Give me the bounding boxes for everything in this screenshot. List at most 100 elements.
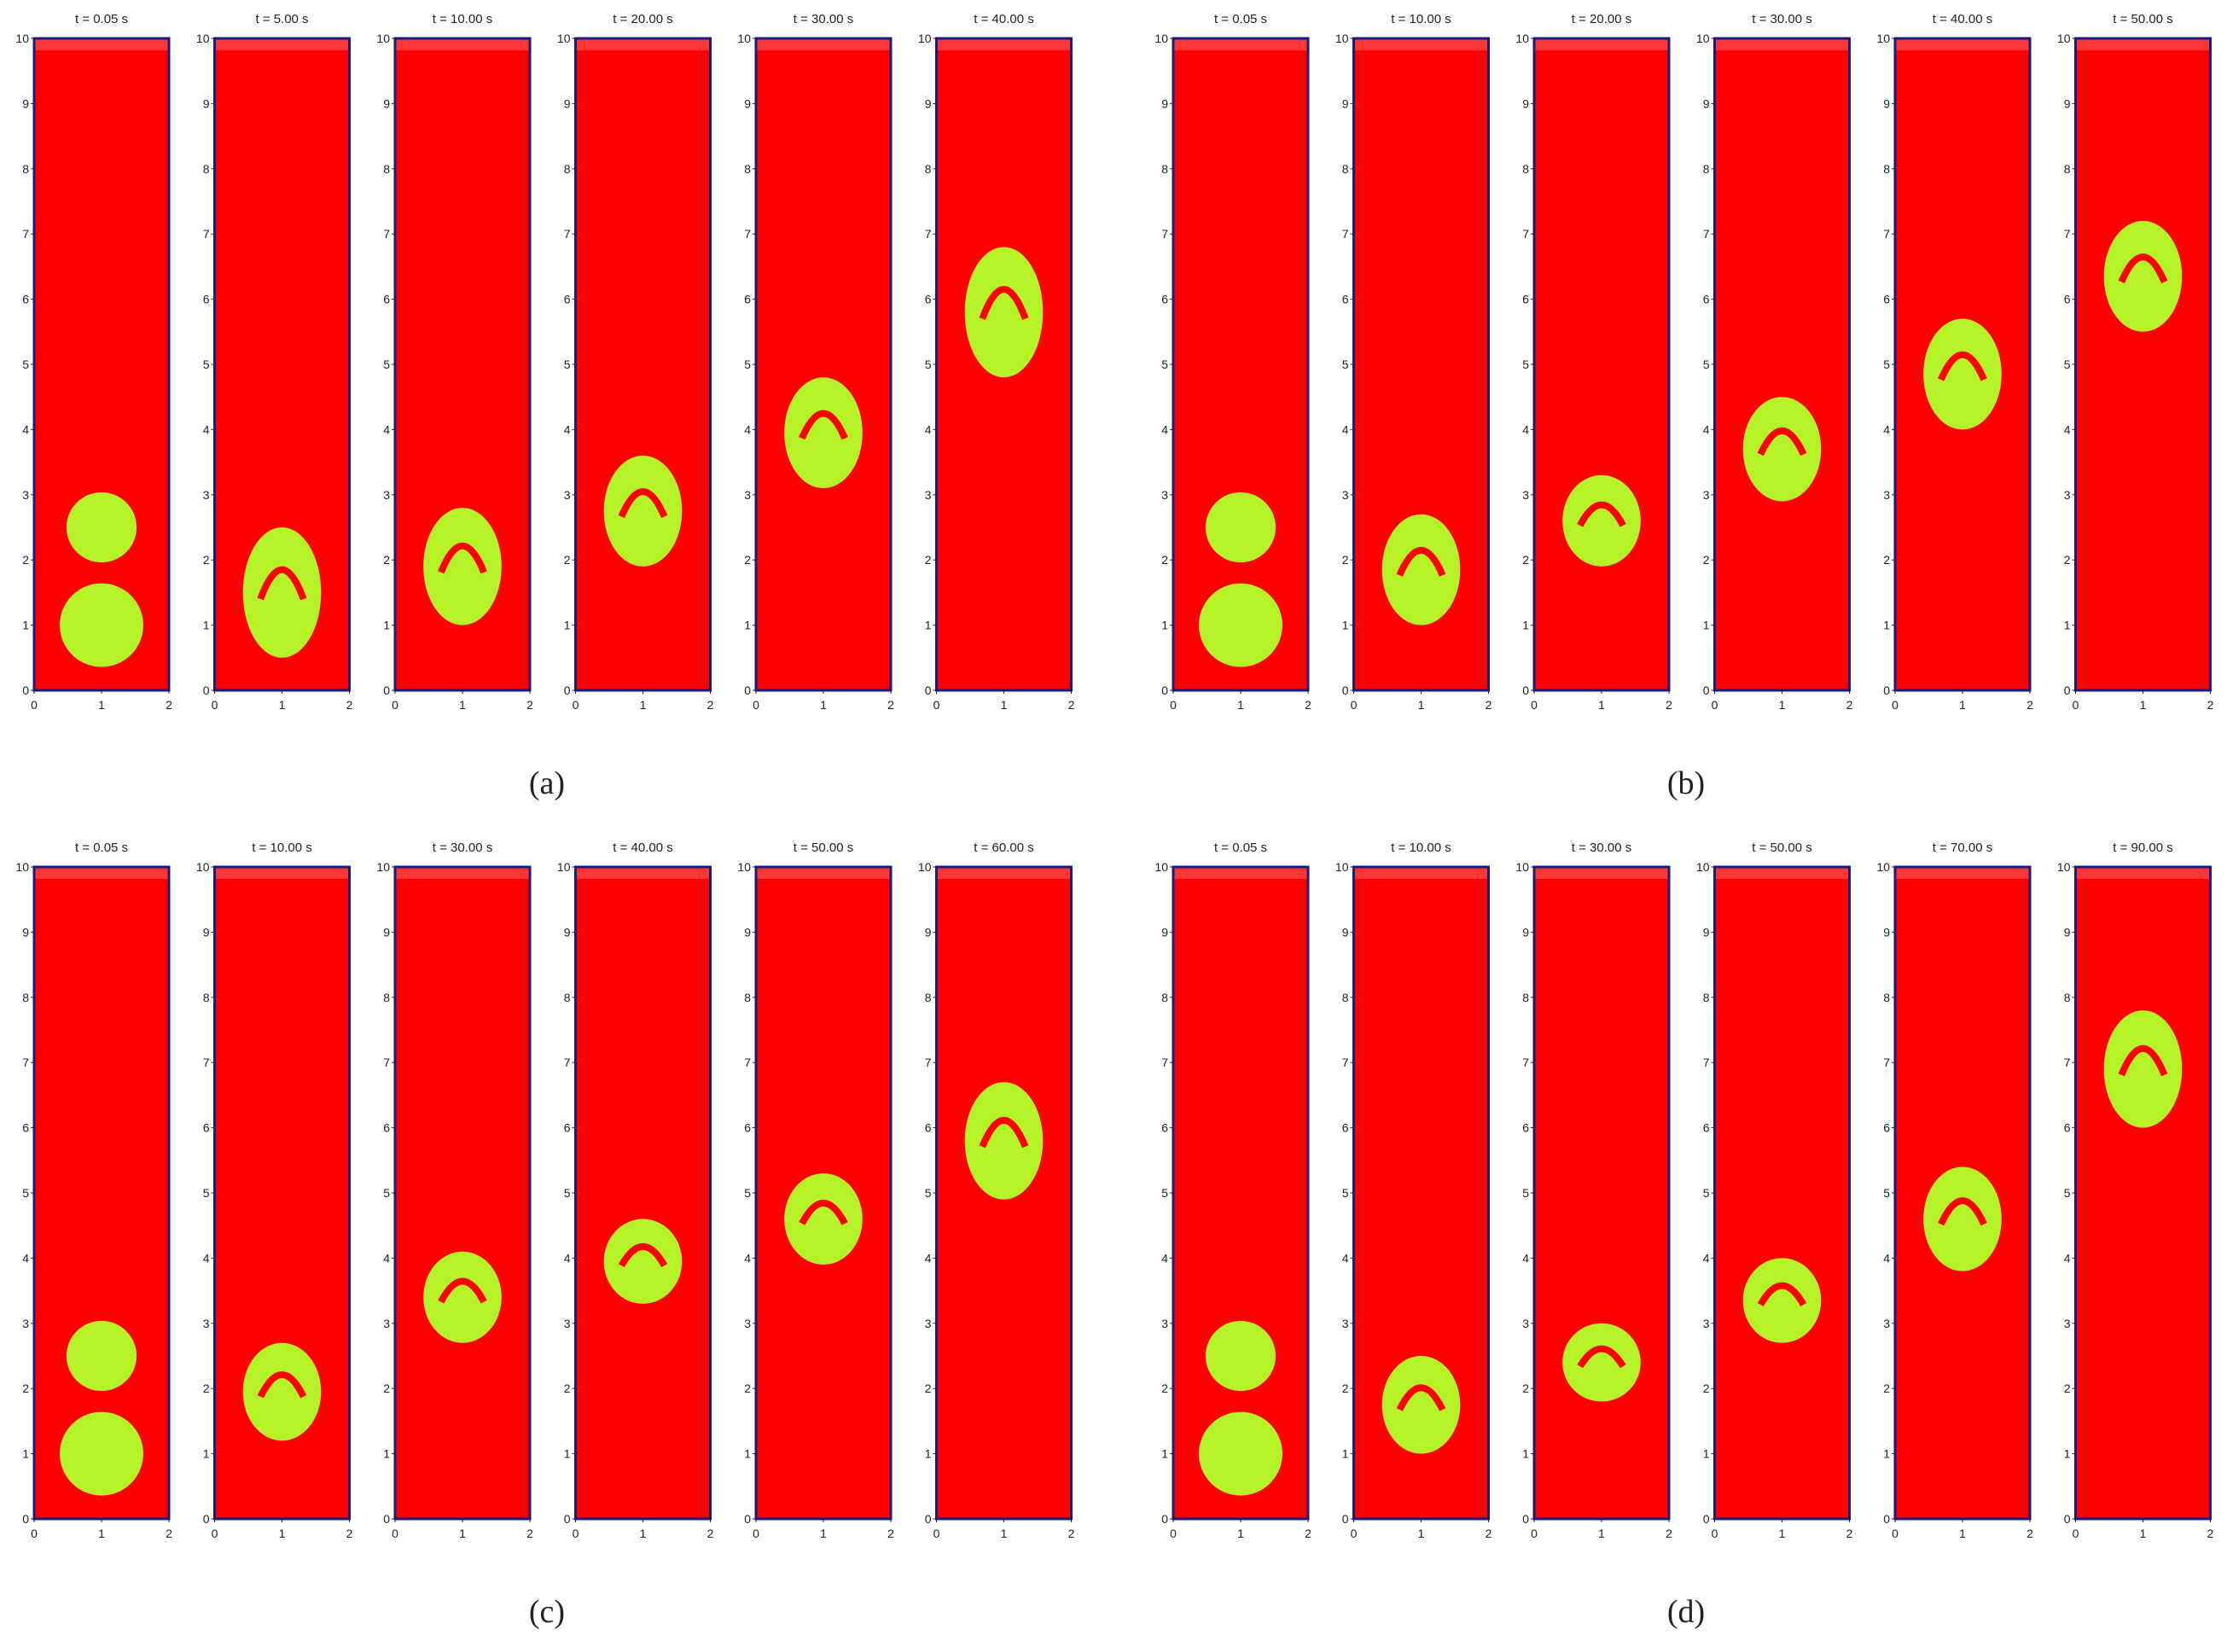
free-surface xyxy=(575,38,711,50)
film xyxy=(438,1277,487,1304)
y-tick-label: 4 xyxy=(1161,1251,1168,1265)
y-tick-label: 5 xyxy=(1342,1186,1349,1200)
y-tick-label: 2 xyxy=(2064,553,2071,567)
y-tick-label: 3 xyxy=(1342,1317,1349,1330)
y-tick-label: 9 xyxy=(925,925,932,939)
x-tick-label: 0 xyxy=(1892,698,1898,712)
y-tick-label: 5 xyxy=(1703,358,1710,371)
x-tick-label: 0 xyxy=(31,698,38,712)
y-tick-label: 7 xyxy=(2064,227,2071,241)
y-tick-label: 9 xyxy=(1703,96,1710,110)
x-tick-label: 1 xyxy=(98,1527,105,1540)
y-tick-label: 9 xyxy=(1883,925,1890,939)
y-tick-label: 8 xyxy=(2064,162,2071,176)
y-tick-label: 8 xyxy=(564,991,571,1004)
y-tick-label: 8 xyxy=(22,162,29,176)
x-tick-label: 2 xyxy=(2207,698,2214,712)
x-tick-label: 0 xyxy=(1531,698,1538,712)
film xyxy=(799,1199,848,1225)
y-tick-label: 2 xyxy=(1883,553,1890,567)
y-tick-label: 5 xyxy=(564,1186,571,1200)
y-tick-label: 3 xyxy=(1161,488,1168,502)
y-tick-label: 8 xyxy=(1161,991,1168,1004)
x-tick-label: 1 xyxy=(459,698,466,712)
y-tick-label: 4 xyxy=(383,1251,390,1265)
y-tick-label: 1 xyxy=(564,1447,571,1461)
x-tick-label: 2 xyxy=(707,1527,714,1540)
y-tick-label: 6 xyxy=(2064,1121,2071,1135)
y-tick-label: 1 xyxy=(22,1447,29,1461)
droplet xyxy=(1205,1320,1276,1392)
y-tick-label: 4 xyxy=(2064,422,2071,436)
y-tick-label: 8 xyxy=(203,991,210,1004)
frame-title: t = 10.00 s xyxy=(252,841,311,855)
y-tick-label: 7 xyxy=(1161,227,1168,241)
y-tick-label: 9 xyxy=(2064,925,2071,939)
y-tick-label: 2 xyxy=(564,1382,571,1395)
y-tick-label: 10 xyxy=(918,32,932,45)
y-tick-label: 5 xyxy=(744,1186,751,1200)
y-tick-label: 1 xyxy=(1522,619,1529,632)
y-tick-label: 0 xyxy=(1342,683,1349,697)
y-tick-label: 4 xyxy=(1703,422,1710,436)
x-tick-label: 2 xyxy=(166,1527,172,1540)
fluid xyxy=(756,38,891,690)
y-tick-label: 7 xyxy=(1883,227,1890,241)
x-tick-label: 2 xyxy=(1305,698,1311,712)
y-tick-label: 0 xyxy=(22,683,29,697)
y-tick-label: 8 xyxy=(744,991,751,1004)
free-surface xyxy=(2075,867,2211,879)
y-tick-label: 4 xyxy=(1161,422,1168,436)
y-tick-label: 6 xyxy=(1342,1121,1349,1135)
y-tick-label: 10 xyxy=(1335,860,1349,874)
frame-title: t = 0.05 s xyxy=(75,841,128,855)
free-surface xyxy=(34,38,169,50)
droplet xyxy=(66,492,137,563)
x-tick-label: 1 xyxy=(1237,1527,1244,1540)
y-tick-label: 6 xyxy=(564,293,571,306)
fluid xyxy=(575,867,711,1519)
y-tick-label: 2 xyxy=(925,1382,932,1395)
free-surface xyxy=(936,38,1072,50)
y-tick-label: 10 xyxy=(557,860,571,874)
y-tick-label: 3 xyxy=(1342,488,1349,502)
y-tick-label: 7 xyxy=(203,227,210,241)
frame-title: t = 30.00 s xyxy=(1572,841,1631,855)
y-tick-label: 7 xyxy=(925,1056,932,1069)
y-tick-label: 5 xyxy=(2064,1186,2071,1200)
x-tick-label: 1 xyxy=(2140,698,2147,712)
x-tick-label: 2 xyxy=(1305,1527,1311,1540)
x-tick-label: 0 xyxy=(2073,1527,2079,1540)
film xyxy=(618,488,668,518)
free-surface xyxy=(1714,867,1850,879)
x-tick-label: 2 xyxy=(166,698,172,712)
free-surface xyxy=(1173,867,1308,879)
fluid xyxy=(575,38,711,690)
y-tick-label: 10 xyxy=(1154,32,1168,45)
droplet xyxy=(964,247,1044,378)
y-tick-label: 2 xyxy=(2064,1382,2071,1395)
y-tick-label: 9 xyxy=(1161,96,1168,110)
y-tick-label: 0 xyxy=(383,1512,390,1526)
y-tick-label: 7 xyxy=(1161,1056,1168,1069)
y-tick-label: 7 xyxy=(1883,1056,1890,1069)
film xyxy=(1938,351,1987,381)
free-surface xyxy=(214,867,350,879)
x-tick-label: 0 xyxy=(2073,698,2079,712)
free-surface xyxy=(936,867,1072,879)
y-tick-label: 9 xyxy=(1161,925,1168,939)
y-tick-label: 9 xyxy=(1883,96,1890,110)
x-tick-label: 1 xyxy=(1418,698,1425,712)
y-tick-label: 10 xyxy=(376,860,390,874)
y-tick-label: 3 xyxy=(1883,1317,1890,1330)
y-tick-label: 10 xyxy=(15,32,29,45)
x-tick-label: 2 xyxy=(1846,1527,1853,1540)
y-tick-label: 10 xyxy=(1515,860,1529,874)
y-tick-label: 8 xyxy=(383,991,390,1004)
x-tick-label: 2 xyxy=(887,698,894,712)
frame-title: t = 10.00 s xyxy=(1391,841,1451,855)
y-tick-label: 6 xyxy=(1703,293,1710,306)
free-surface xyxy=(1895,38,2030,50)
y-tick-label: 6 xyxy=(744,293,751,306)
